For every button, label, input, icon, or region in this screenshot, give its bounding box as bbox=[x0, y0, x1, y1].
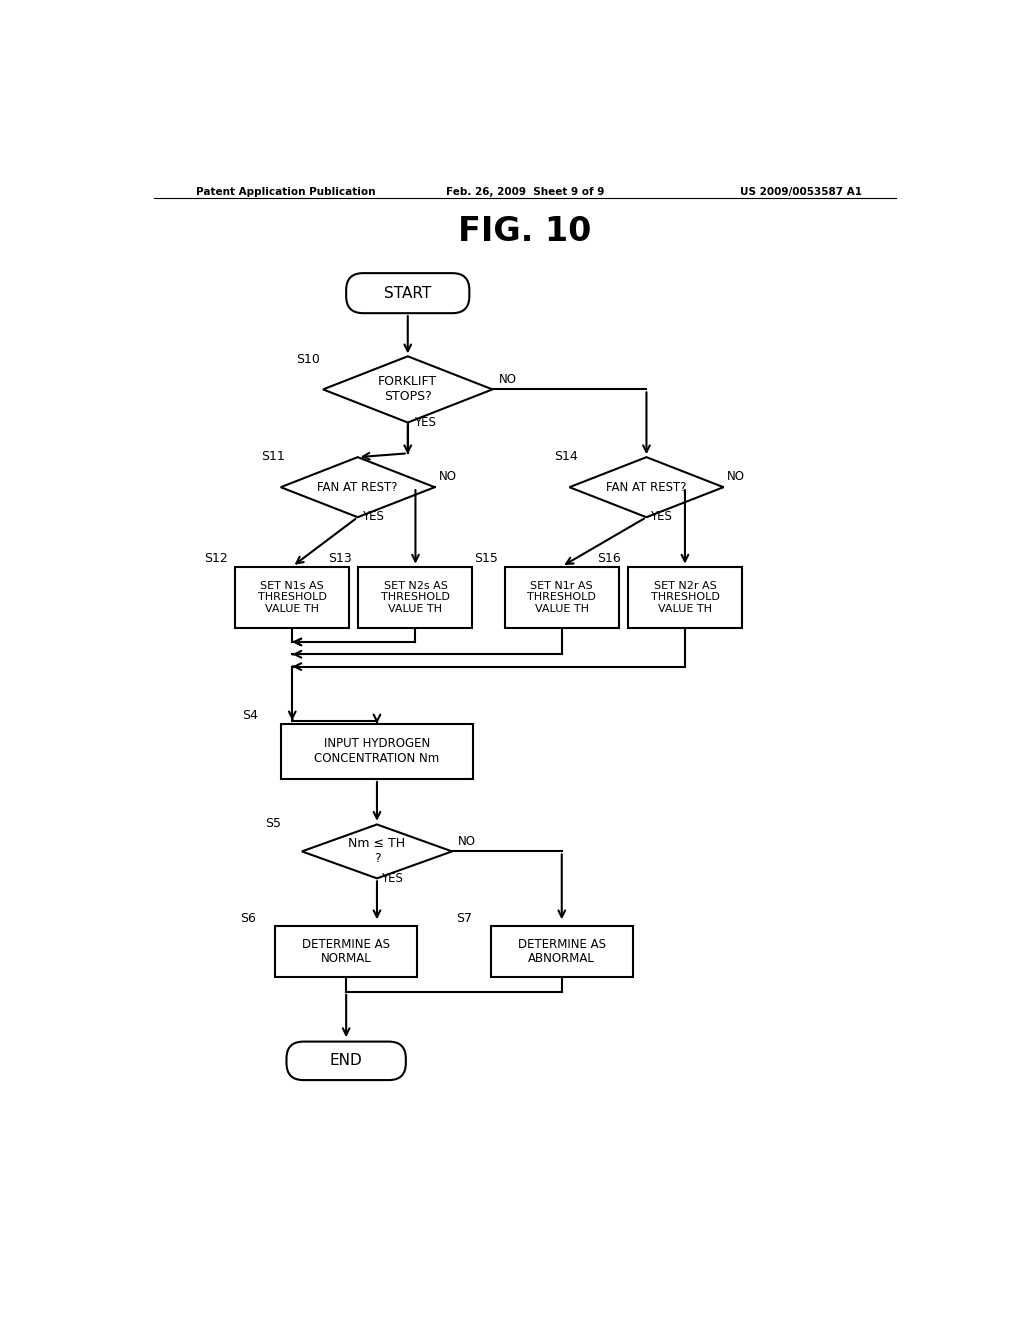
Bar bbox=[505, 566, 618, 628]
Bar bbox=[358, 566, 472, 628]
Text: SET N2r AS
THRESHOLD
VALUE TH: SET N2r AS THRESHOLD VALUE TH bbox=[650, 581, 720, 614]
Text: YES: YES bbox=[361, 511, 383, 524]
Text: S10: S10 bbox=[296, 354, 319, 367]
Text: Feb. 26, 2009  Sheet 9 of 9: Feb. 26, 2009 Sheet 9 of 9 bbox=[445, 187, 604, 197]
Text: START: START bbox=[384, 285, 431, 301]
Bar bbox=[281, 723, 473, 779]
Text: S5: S5 bbox=[265, 817, 282, 830]
Text: FORKLIFT
STOPS?: FORKLIFT STOPS? bbox=[378, 375, 437, 404]
Text: SET N2s AS
THRESHOLD
VALUE TH: SET N2s AS THRESHOLD VALUE TH bbox=[381, 581, 450, 614]
Text: S6: S6 bbox=[241, 912, 256, 925]
Text: NO: NO bbox=[499, 372, 517, 385]
Text: S12: S12 bbox=[205, 552, 228, 565]
Text: YES: YES bbox=[414, 416, 436, 429]
Text: S14: S14 bbox=[554, 450, 578, 462]
Text: DETERMINE AS
ABNORMAL: DETERMINE AS ABNORMAL bbox=[518, 937, 606, 965]
FancyBboxPatch shape bbox=[287, 1041, 406, 1080]
FancyBboxPatch shape bbox=[346, 273, 469, 313]
Text: S13: S13 bbox=[328, 552, 351, 565]
Text: S16: S16 bbox=[597, 552, 621, 565]
Text: NO: NO bbox=[438, 470, 457, 483]
Text: Nm ≤ TH
?: Nm ≤ TH ? bbox=[348, 837, 406, 866]
Text: FIG. 10: FIG. 10 bbox=[458, 215, 592, 248]
Polygon shape bbox=[323, 356, 493, 422]
Text: NO: NO bbox=[458, 834, 476, 847]
Polygon shape bbox=[281, 457, 435, 517]
Text: INPUT HYDROGEN
CONCENTRATION Nm: INPUT HYDROGEN CONCENTRATION Nm bbox=[314, 738, 439, 766]
Polygon shape bbox=[302, 825, 452, 878]
Polygon shape bbox=[569, 457, 724, 517]
Text: Patent Application Publication: Patent Application Publication bbox=[196, 187, 376, 197]
Text: NO: NO bbox=[727, 470, 745, 483]
Text: SET N1r AS
THRESHOLD
VALUE TH: SET N1r AS THRESHOLD VALUE TH bbox=[527, 581, 596, 614]
Bar bbox=[236, 566, 349, 628]
Text: FAN AT REST?: FAN AT REST? bbox=[606, 480, 687, 494]
Text: S7: S7 bbox=[456, 912, 472, 925]
Bar bbox=[490, 927, 633, 977]
Text: YES: YES bbox=[650, 511, 672, 524]
Text: FAN AT REST?: FAN AT REST? bbox=[317, 480, 398, 494]
Bar bbox=[628, 566, 742, 628]
Bar bbox=[274, 927, 418, 977]
Text: DETERMINE AS
NORMAL: DETERMINE AS NORMAL bbox=[302, 937, 390, 965]
Text: END: END bbox=[330, 1053, 362, 1068]
Text: S15: S15 bbox=[474, 552, 498, 565]
Text: S11: S11 bbox=[261, 450, 286, 462]
Text: YES: YES bbox=[381, 871, 402, 884]
Text: SET N1s AS
THRESHOLD
VALUE TH: SET N1s AS THRESHOLD VALUE TH bbox=[258, 581, 327, 614]
Text: US 2009/0053587 A1: US 2009/0053587 A1 bbox=[740, 187, 862, 197]
Text: S4: S4 bbox=[243, 709, 258, 722]
